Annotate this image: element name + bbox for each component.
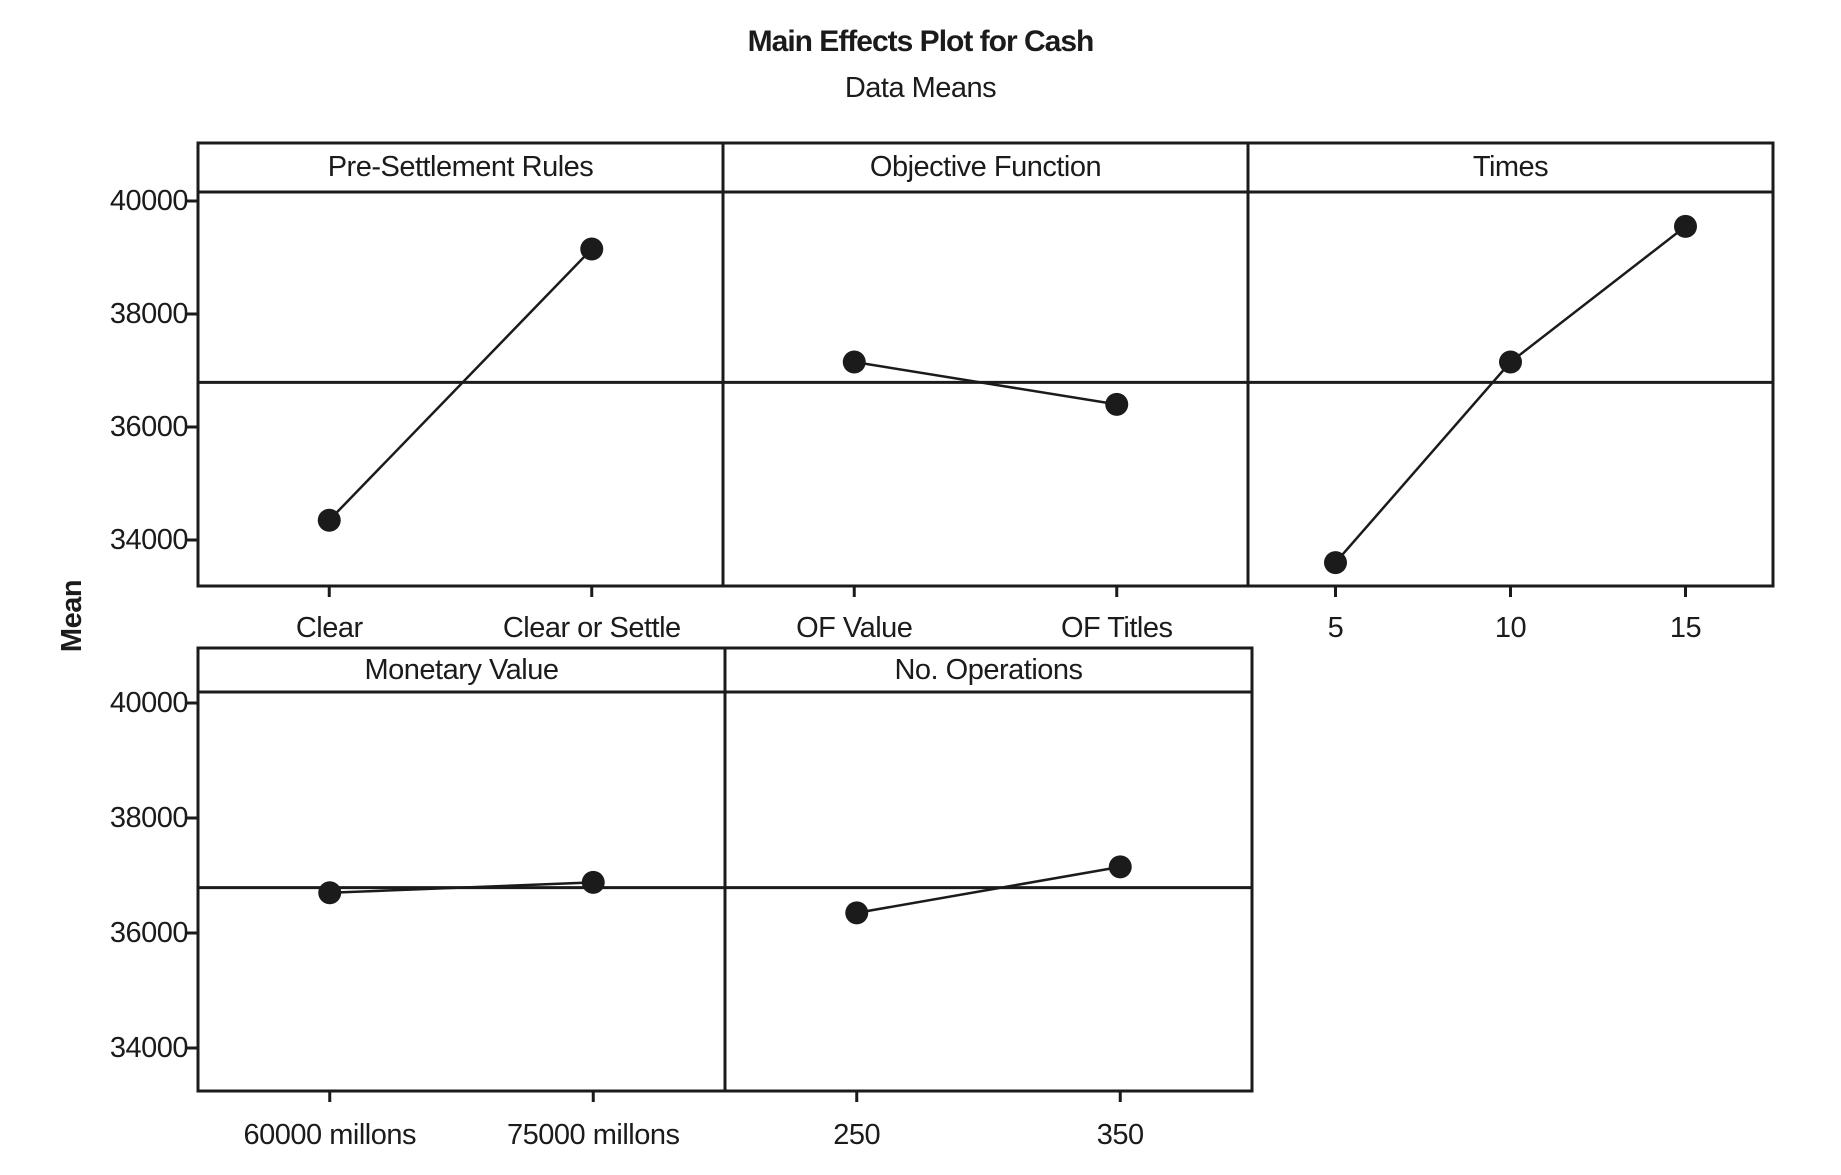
x-axis-category-label: 10 xyxy=(1494,612,1527,644)
x-axis-category-label: OF Value xyxy=(796,612,913,644)
mean-data-point xyxy=(1108,855,1132,879)
x-axis-category-label: 5 xyxy=(1327,612,1344,644)
y-axis-tick-label: 34000 xyxy=(109,524,189,556)
x-axis-category-label: 350 xyxy=(1096,1119,1144,1151)
mean-data-point xyxy=(1499,350,1522,374)
chart-title: Main Effects Plot for Cash xyxy=(747,25,1095,58)
x-axis-category-label: 250 xyxy=(833,1119,881,1151)
x-axis-category-label: 75000 millons xyxy=(507,1119,680,1151)
mean-data-point xyxy=(581,870,605,894)
y-axis-tick-label: 36000 xyxy=(109,411,189,443)
panel-header-label: No. Operations xyxy=(894,654,1083,686)
mean-data-point xyxy=(845,901,869,925)
panel-header-label: Pre-Settlement Rules xyxy=(327,151,594,183)
mean-data-point xyxy=(1674,214,1697,238)
panel-header-label: Times xyxy=(1472,151,1549,183)
x-axis-category-label: 15 xyxy=(1669,612,1702,644)
x-axis-category-label: OF Titles xyxy=(1060,612,1173,644)
effects-series-line xyxy=(328,248,593,522)
y-axis-tick-label: 34000 xyxy=(109,1032,189,1064)
effects-series-line xyxy=(856,865,1121,915)
x-axis-category-label: Clear or Settle xyxy=(502,612,681,644)
mean-data-point xyxy=(318,881,342,905)
effects-series-line xyxy=(329,881,594,894)
panel-header-label: Objective Function xyxy=(869,151,1102,183)
y-axis-tick-label: 36000 xyxy=(109,917,189,949)
panel-row-frame xyxy=(196,141,1775,588)
y-axis-tick-label: 38000 xyxy=(109,802,189,834)
effects-series-line xyxy=(1334,225,1687,564)
mean-data-point xyxy=(317,508,341,532)
y-axis-tick-label: 40000 xyxy=(109,687,189,719)
chart-subtitle: Data Means xyxy=(844,72,997,104)
effects-series-line xyxy=(854,360,1117,406)
x-axis-category-label: 60000 millons xyxy=(243,1119,417,1151)
mean-data-point xyxy=(1105,392,1129,416)
y-axis-tick-label: 38000 xyxy=(109,298,189,330)
panel-header-label: Monetary Value xyxy=(364,654,559,686)
mean-data-point xyxy=(842,350,866,374)
mean-data-point xyxy=(1324,551,1347,575)
mean-data-point xyxy=(580,237,604,261)
y-axis-tick-label: 40000 xyxy=(109,185,189,217)
x-axis-category-label: Clear xyxy=(295,612,363,644)
